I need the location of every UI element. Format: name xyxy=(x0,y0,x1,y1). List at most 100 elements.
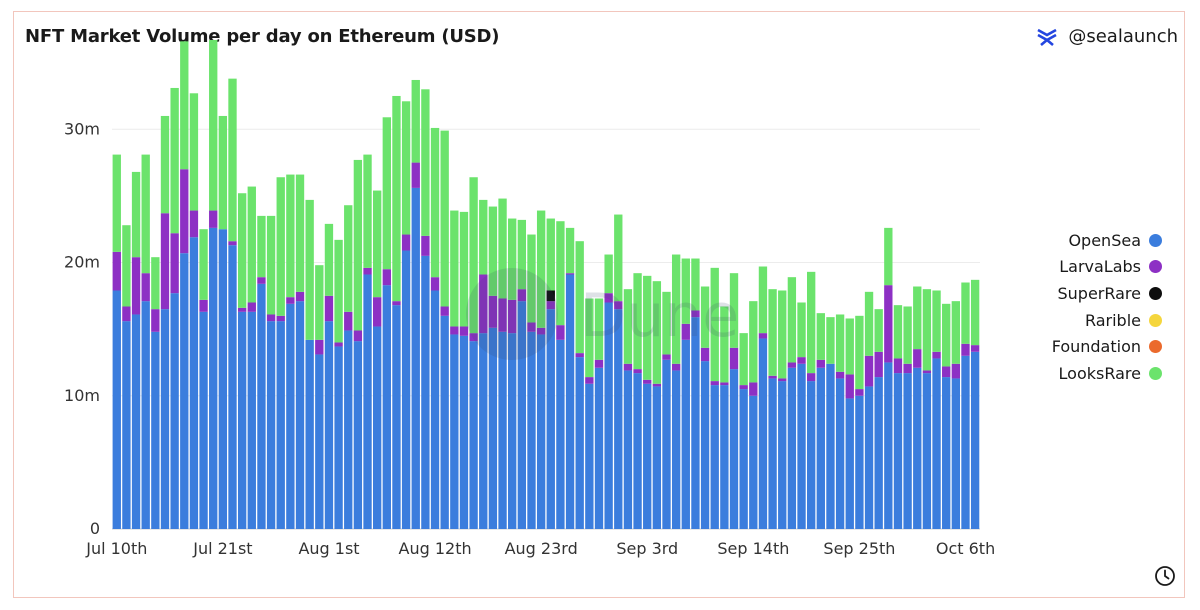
bar-looksrare[interactable] xyxy=(199,229,208,300)
bar-larvalabs[interactable] xyxy=(604,293,613,303)
bar-opensea[interactable] xyxy=(517,301,527,529)
bar-looksrare[interactable] xyxy=(594,298,604,360)
bar-opensea[interactable] xyxy=(942,377,951,529)
bar-opensea[interactable] xyxy=(758,338,768,529)
bar-looksrare[interactable] xyxy=(951,301,961,364)
bar-looksrare[interactable] xyxy=(604,254,613,294)
bar-looksrare[interactable] xyxy=(392,95,401,302)
bar-opensea[interactable] xyxy=(344,330,353,529)
bar-larvalabs[interactable] xyxy=(334,342,343,347)
bar-looksrare[interactable] xyxy=(479,199,488,275)
bar-opensea[interactable] xyxy=(913,367,922,529)
bar-opensea[interactable] xyxy=(951,378,961,529)
bar-larvalabs[interactable] xyxy=(633,369,642,374)
brand[interactable]: @sealaunch xyxy=(1036,26,1178,47)
bar-looksrare[interactable] xyxy=(932,290,941,352)
bar-opensea[interactable] xyxy=(922,373,932,529)
bar-opensea[interactable] xyxy=(324,321,334,529)
bar-opensea[interactable] xyxy=(807,381,816,529)
bar-opensea[interactable] xyxy=(700,361,710,529)
bar-larvalabs[interactable] xyxy=(141,273,150,302)
bar-larvalabs[interactable] xyxy=(315,339,324,355)
bar-opensea[interactable] xyxy=(546,309,555,529)
bar-looksrare[interactable] xyxy=(720,306,729,383)
bar-opensea[interactable] xyxy=(710,385,719,529)
bar-larvalabs[interactable] xyxy=(575,353,584,358)
bar-looksrare[interactable] xyxy=(209,40,218,211)
bar-opensea[interactable] xyxy=(459,335,469,529)
bar-larvalabs[interactable] xyxy=(363,267,372,275)
bar-opensea[interactable] xyxy=(729,369,739,529)
bar-larvalabs[interactable] xyxy=(479,274,488,334)
bar-looksrare[interactable] xyxy=(430,127,440,278)
bar-larvalabs[interactable] xyxy=(286,297,295,304)
bar-larvalabs[interactable] xyxy=(160,213,170,310)
bar-looksrare[interactable] xyxy=(970,279,980,346)
legend-item-looksrare[interactable]: LooksRare xyxy=(1052,360,1162,387)
bar-looksrare[interactable] xyxy=(807,271,816,374)
legend-item-superrare[interactable]: SuperRare xyxy=(1052,280,1162,307)
bar-looksrare[interactable] xyxy=(652,281,662,384)
bar-larvalabs[interactable] xyxy=(932,351,941,359)
bar-larvalabs[interactable] xyxy=(565,273,575,275)
bar-opensea[interactable] xyxy=(189,237,199,529)
bar-opensea[interactable] xyxy=(237,311,247,529)
bar-opensea[interactable] xyxy=(671,370,681,529)
bar-larvalabs[interactable] xyxy=(411,162,420,188)
bar-looksrare[interactable] xyxy=(575,241,584,354)
bar-looksrare[interactable] xyxy=(671,254,681,364)
bar-looksrare[interactable] xyxy=(266,215,276,315)
legend-item-opensea[interactable]: OpenSea xyxy=(1052,227,1162,254)
bar-looksrare[interactable] xyxy=(498,198,507,299)
bar-opensea[interactable] xyxy=(845,398,854,529)
bar-looksrare[interactable] xyxy=(913,286,922,350)
bar-larvalabs[interactable] xyxy=(469,333,478,342)
bar-opensea[interactable] xyxy=(170,293,179,529)
bar-looksrare[interactable] xyxy=(691,258,700,311)
bar-looksrare[interactable] xyxy=(286,174,295,298)
bar-looksrare[interactable] xyxy=(614,214,623,302)
bar-looksrare[interactable] xyxy=(633,273,642,370)
bar-larvalabs[interactable] xyxy=(459,326,469,336)
bar-opensea[interactable] xyxy=(662,359,671,529)
bar-larvalabs[interactable] xyxy=(807,373,816,382)
bar-opensea[interactable] xyxy=(180,253,189,529)
bar-looksrare[interactable] xyxy=(218,115,228,230)
bar-opensea[interactable] xyxy=(498,331,507,529)
bar-larvalabs[interactable] xyxy=(344,311,353,331)
legend-item-foundation[interactable]: Foundation xyxy=(1052,333,1162,360)
bar-opensea[interactable] xyxy=(479,333,488,529)
bar-looksrare[interactable] xyxy=(845,318,854,375)
bar-larvalabs[interactable] xyxy=(614,301,623,310)
bar-opensea[interactable] xyxy=(440,315,449,529)
bar-looksrare[interactable] xyxy=(816,313,825,360)
bar-larvalabs[interactable] xyxy=(450,326,459,335)
bar-larvalabs[interactable] xyxy=(585,377,594,384)
bar-larvalabs[interactable] xyxy=(739,385,748,390)
bar-looksrare[interactable] xyxy=(623,289,633,364)
bar-looksrare[interactable] xyxy=(237,193,247,308)
bar-opensea[interactable] xyxy=(633,373,642,529)
bar-looksrare[interactable] xyxy=(469,177,478,334)
bar-looksrare[interactable] xyxy=(855,315,864,390)
bar-opensea[interactable] xyxy=(575,357,584,529)
bar-opensea[interactable] xyxy=(623,370,633,529)
bar-larvalabs[interactable] xyxy=(353,330,363,342)
bar-larvalabs[interactable] xyxy=(710,381,719,386)
bar-larvalabs[interactable] xyxy=(874,351,883,378)
bar-opensea[interactable] xyxy=(488,327,498,529)
bar-opensea[interactable] xyxy=(401,250,411,529)
bar-larvalabs[interactable] xyxy=(421,235,430,256)
bar-larvalabs[interactable] xyxy=(228,241,237,246)
bar-looksrare[interactable] xyxy=(257,215,266,278)
bar-looksrare[interactable] xyxy=(440,130,449,307)
bar-larvalabs[interactable] xyxy=(508,299,517,334)
bar-larvalabs[interactable] xyxy=(247,302,256,312)
bar-looksrare[interactable] xyxy=(305,199,314,340)
bar-looksrare[interactable] xyxy=(508,218,517,300)
bar-larvalabs[interactable] xyxy=(671,363,681,371)
bar-opensea[interactable] xyxy=(932,358,941,529)
bar-larvalabs[interactable] xyxy=(517,289,527,302)
bar-looksrare[interactable] xyxy=(527,234,536,323)
bar-looksrare[interactable] xyxy=(749,301,758,383)
